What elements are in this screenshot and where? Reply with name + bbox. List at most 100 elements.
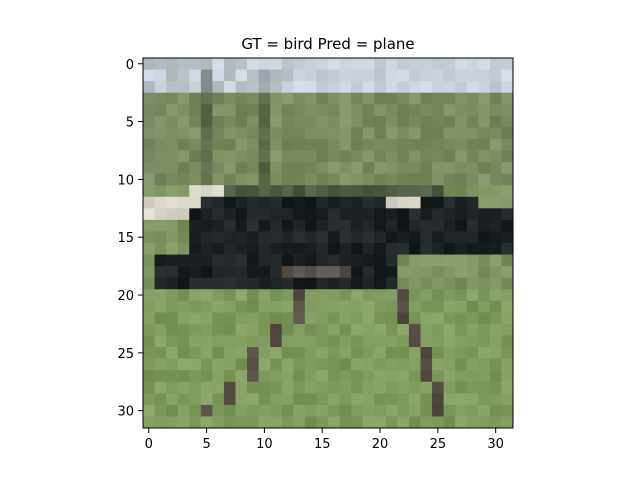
pixel-cell xyxy=(397,277,410,290)
pixel-cell xyxy=(293,404,306,417)
pixel-cell xyxy=(501,393,514,406)
pixel-cell xyxy=(212,196,225,209)
pixel-cell xyxy=(443,347,456,360)
pixel-cell xyxy=(420,58,433,70)
pixel-cell xyxy=(362,92,375,105)
pixel-cell xyxy=(177,127,190,140)
pixel-cell xyxy=(408,208,421,221)
pixel-cell xyxy=(235,266,248,279)
x-tick-label: 15 xyxy=(314,437,331,452)
pixel-cell xyxy=(258,92,271,105)
pixel-cell xyxy=(455,243,468,255)
pixel-cell xyxy=(177,381,190,394)
pixel-cell xyxy=(466,312,479,325)
pixel-cell xyxy=(316,115,329,128)
pixel-cell xyxy=(304,358,317,371)
pixel-cell xyxy=(177,150,190,163)
pixel-cell xyxy=(420,277,433,290)
pixel-cell xyxy=(408,289,421,302)
pixel-cell xyxy=(200,358,213,371)
pixel-cell xyxy=(420,208,433,221)
pixel-cell xyxy=(304,81,317,94)
pixel-cell xyxy=(189,323,202,336)
pixel-cell xyxy=(351,162,364,175)
pixel-cell xyxy=(177,138,190,151)
pixel-cell xyxy=(339,347,352,360)
pixel-cell xyxy=(270,127,283,140)
pixel-cell xyxy=(339,358,352,371)
pixel-cell xyxy=(166,219,179,232)
pixel-cell xyxy=(189,58,202,70)
pixel-cell xyxy=(351,81,364,94)
pixel-cell xyxy=(374,81,387,94)
pixel-cell xyxy=(258,115,271,128)
pixel-cell xyxy=(189,150,202,163)
pixel-cell xyxy=(362,173,375,186)
pixel-cell xyxy=(200,370,213,383)
pixel-cell xyxy=(351,416,364,429)
pixel-cell xyxy=(328,150,340,163)
pixel-cell xyxy=(166,208,179,221)
pixel-cell xyxy=(154,58,167,70)
pixel-cell xyxy=(293,312,306,325)
pixel-cell xyxy=(408,312,421,325)
pixel-cell xyxy=(478,104,491,117)
pixel-cell xyxy=(143,92,155,105)
pixel-cell xyxy=(258,254,271,267)
pixel-cell xyxy=(501,81,514,94)
pixel-cell xyxy=(489,416,502,429)
pixel-cell xyxy=(177,104,190,117)
pixel-cell xyxy=(408,196,421,209)
pixel-cell xyxy=(385,150,398,163)
x-tick-label: 30 xyxy=(487,437,504,452)
pixel-cell xyxy=(420,185,433,198)
pixel-cell xyxy=(281,335,294,348)
pixel-cell xyxy=(374,300,387,313)
pixel-cell xyxy=(316,266,329,279)
pixel-cell xyxy=(189,266,202,279)
pixel-cell xyxy=(443,196,456,209)
pixel-cell xyxy=(466,69,479,82)
pixel-cell xyxy=(328,347,340,360)
pixel-cell xyxy=(316,127,329,140)
pixel-cell xyxy=(408,254,421,267)
pixel-cell xyxy=(328,219,340,232)
pixel-cell xyxy=(293,69,306,82)
pixel-cell xyxy=(281,254,294,267)
pixel-cell xyxy=(270,92,283,105)
pixel-cell xyxy=(270,185,283,198)
pixel-cell xyxy=(408,393,421,406)
pixel-cell xyxy=(432,416,445,429)
pixel-cell xyxy=(374,358,387,371)
pixel-cell xyxy=(489,358,502,371)
pixel-cell xyxy=(189,254,202,267)
pixel-cell xyxy=(166,277,179,290)
pixel-cell xyxy=(212,231,225,244)
pixel-cell xyxy=(212,277,225,290)
pixel-cell xyxy=(362,266,375,279)
pixel-cell xyxy=(466,219,479,232)
pixel-cell xyxy=(281,69,294,82)
pixel-cell xyxy=(154,231,167,244)
pixel-cell xyxy=(235,393,248,406)
pixel-cell xyxy=(362,185,375,198)
y-tick-label: 25 xyxy=(117,347,134,362)
pixel-cell xyxy=(432,335,445,348)
pixel-cell xyxy=(281,381,294,394)
pixel-cell xyxy=(374,266,387,279)
pixel-cell xyxy=(455,254,468,267)
pixel-cell xyxy=(235,127,248,140)
pixel-cell xyxy=(362,289,375,302)
pixel-cell xyxy=(362,81,375,94)
pixel-cell xyxy=(478,347,491,360)
pixel-cell xyxy=(281,243,294,255)
pixel-cell xyxy=(351,150,364,163)
pixel-cell xyxy=(212,323,225,336)
pixel-cell xyxy=(455,370,468,383)
pixel-cell xyxy=(374,381,387,394)
pixel-cell xyxy=(385,370,398,383)
pixel-cell xyxy=(397,81,410,94)
pixel-cell xyxy=(293,254,306,267)
pixel-cell xyxy=(212,335,225,348)
pixel-cell xyxy=(501,277,514,290)
